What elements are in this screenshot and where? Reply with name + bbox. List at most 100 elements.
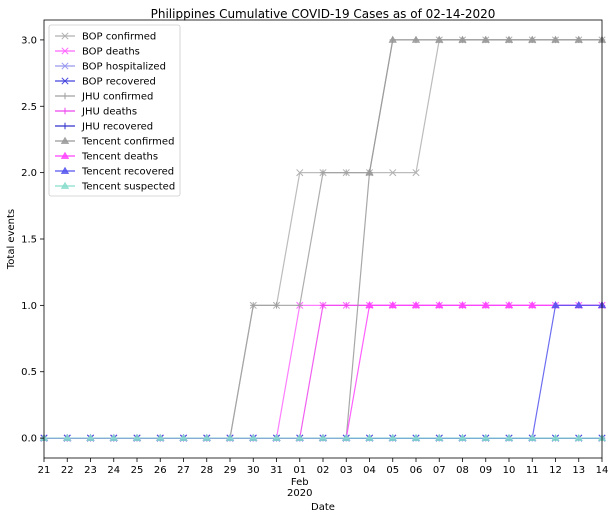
x-tick-label: 26 — [154, 465, 167, 476]
series-line — [44, 304, 602, 439]
x-tick-year-label: 2020 — [287, 488, 312, 499]
data-point — [551, 301, 560, 309]
legend-marker — [61, 62, 69, 70]
x-tick-label: 30 — [247, 465, 260, 476]
legend-label: BOP recovered — [82, 77, 156, 88]
data-point — [528, 35, 537, 43]
x-axis: 21 22 23 24 25 26 27 28 29 30 31 01 02 03 04 05 06 07 08 09… — [38, 458, 609, 499]
legend-item: BOP deaths — [55, 47, 140, 58]
data-point — [574, 35, 583, 43]
data-point — [411, 433, 421, 441]
legend-item: BOP recovered — [55, 77, 156, 88]
legend-item: Tencent suspected — [55, 182, 175, 193]
data-point — [435, 301, 444, 309]
legend-marker — [61, 77, 69, 85]
legend-label: Tencent confirmed — [81, 137, 174, 148]
data-point — [249, 433, 258, 441]
series-line — [44, 304, 602, 439]
legend-marker — [61, 122, 69, 130]
y-axis-label: Total events — [6, 209, 17, 270]
data-point — [343, 169, 350, 176]
series-line — [44, 304, 602, 439]
x-tick-month-label: Feb — [291, 477, 309, 488]
x-tick-label: 27 — [177, 465, 190, 476]
data-point — [528, 433, 537, 441]
data-point — [296, 169, 304, 177]
data-point — [528, 301, 537, 309]
series-layer — [39, 35, 607, 442]
x-tick-label: 31 — [270, 465, 283, 476]
legend-marker — [61, 47, 69, 55]
data-point — [250, 302, 257, 309]
legend-marker — [60, 136, 70, 144]
legend-item: Tencent recovered — [55, 167, 174, 178]
x-axis-label: Date — [311, 502, 335, 513]
legend-marker — [61, 32, 69, 40]
data-point — [132, 433, 142, 441]
x-tick-label: 23 — [84, 465, 97, 476]
data-point — [388, 35, 397, 43]
legend-item: JHU deaths — [55, 107, 137, 118]
legend-label: Tencent suspected — [81, 182, 175, 193]
x-tick-label: 25 — [131, 465, 144, 476]
y-axis: 0.0 0.5 1.0 1.5 2.0 2.5 3.0 — [21, 35, 44, 445]
series-tencent-recovered — [39, 301, 607, 441]
legend-item: JHU recovered — [55, 122, 153, 133]
data-point — [295, 433, 304, 441]
data-point — [481, 301, 490, 309]
data-point — [388, 433, 397, 441]
data-point — [318, 433, 328, 441]
series-tencent-deaths — [39, 301, 607, 441]
y-tick-label: 0.5 — [21, 367, 37, 378]
legend-marker — [60, 181, 70, 189]
data-point — [343, 302, 350, 309]
data-point — [109, 433, 118, 441]
legend-item: JHU confirmed — [55, 92, 153, 103]
x-tick-label: 10 — [503, 465, 516, 476]
y-tick-label: 2.5 — [21, 102, 37, 113]
data-point — [272, 433, 281, 441]
legend-item: Tencent deaths — [55, 152, 158, 163]
data-point — [63, 433, 72, 441]
x-tick-label: 12 — [549, 465, 562, 476]
series-jhu-deaths — [40, 302, 606, 442]
data-point — [435, 35, 444, 43]
data-point — [458, 301, 467, 309]
legend-label: Tencent recovered — [81, 167, 174, 178]
y-tick-label: 3.0 — [21, 35, 37, 46]
x-tick-label: 11 — [526, 465, 539, 476]
legend-marker — [60, 151, 70, 159]
data-point — [296, 302, 303, 309]
data-point — [504, 433, 514, 441]
legend-label: JHU confirmed — [81, 92, 153, 103]
y-tick-label: 2.0 — [21, 168, 37, 179]
data-point — [574, 433, 583, 441]
series-tencent-suspected — [39, 433, 607, 441]
series-bop-deaths — [40, 301, 606, 442]
x-tick-label: 02 — [317, 465, 330, 476]
legend-label: JHU deaths — [81, 107, 137, 118]
data-point — [365, 168, 374, 176]
data-point — [412, 169, 420, 177]
data-point — [156, 433, 165, 441]
legend-label: JHU recovered — [81, 122, 153, 133]
data-point — [481, 433, 490, 441]
x-tick-label: 06 — [410, 465, 423, 476]
legend-marker — [61, 92, 69, 100]
data-point — [458, 35, 467, 43]
data-point — [574, 301, 583, 309]
x-tick-label: 09 — [479, 465, 492, 476]
data-point — [86, 433, 95, 441]
legend-label: Tencent deaths — [81, 152, 158, 163]
legend-marker — [61, 107, 69, 115]
data-point — [435, 433, 444, 441]
series-line — [44, 304, 602, 439]
x-tick-label: 14 — [596, 465, 609, 476]
x-tick-label: 28 — [200, 465, 213, 476]
legend-box — [48, 24, 181, 197]
x-tick-label: 08 — [456, 465, 469, 476]
data-point — [504, 301, 514, 309]
data-point — [481, 35, 490, 43]
data-point — [365, 433, 374, 441]
